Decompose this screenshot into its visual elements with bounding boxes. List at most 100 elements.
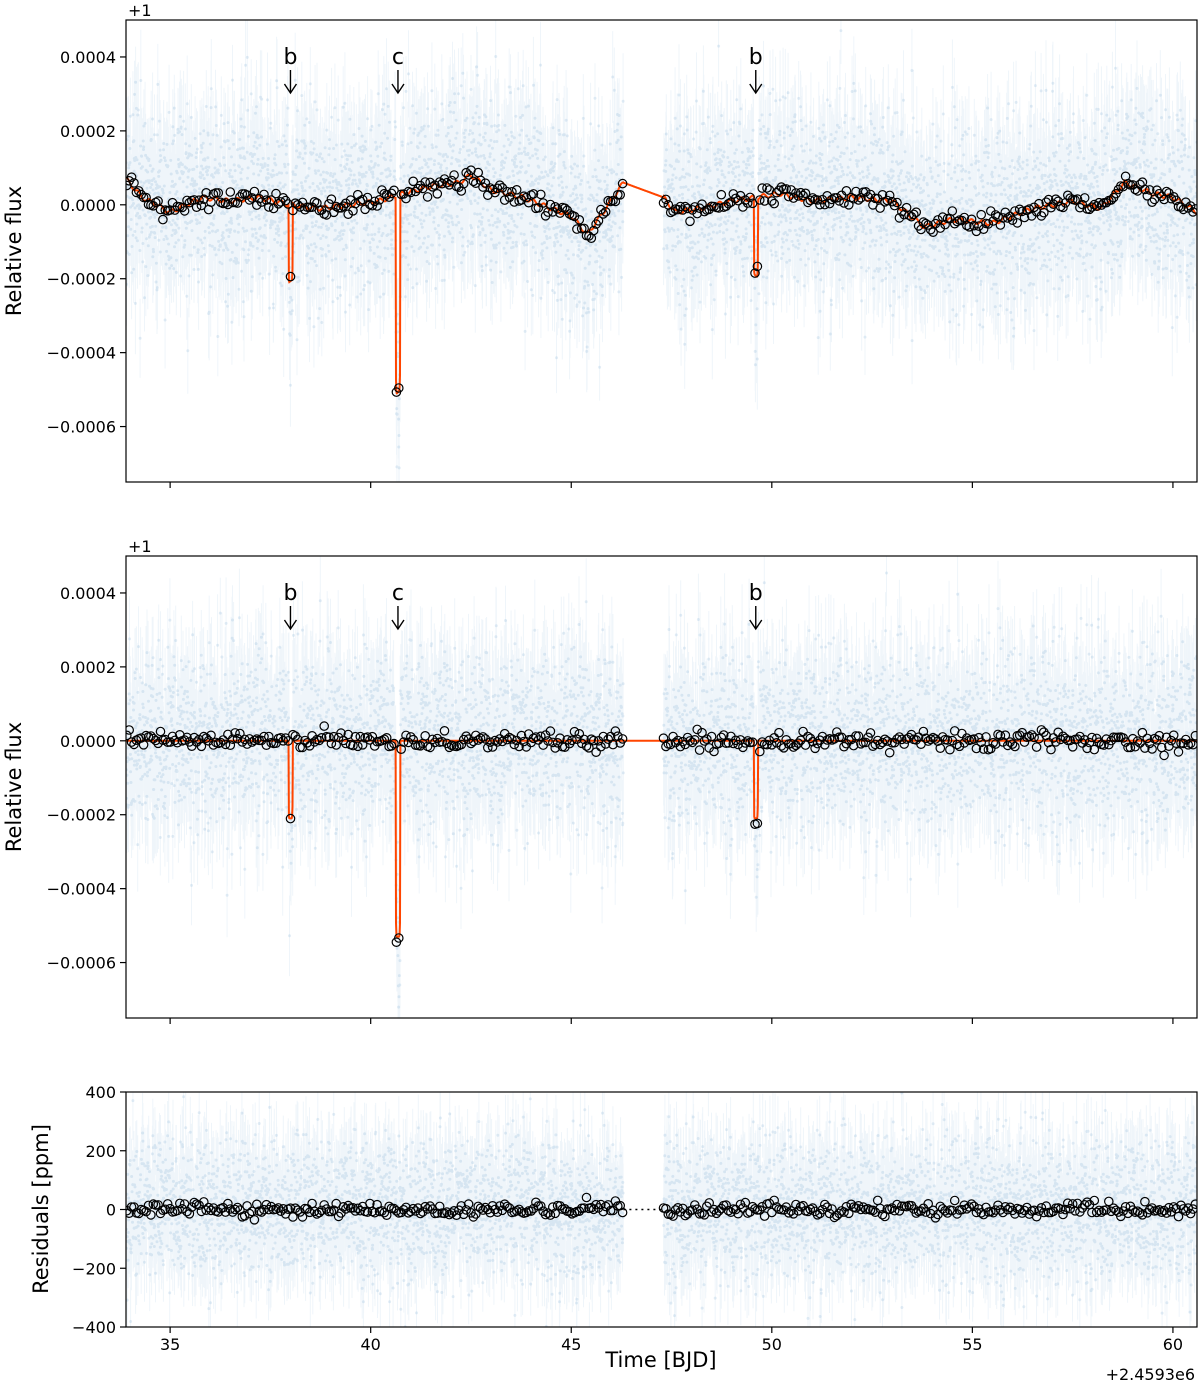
binned-point — [998, 737, 1008, 747]
binned-point — [1140, 1196, 1150, 1207]
binned-point — [1026, 730, 1037, 740]
binned-point — [302, 737, 313, 748]
binned-point — [564, 1206, 575, 1217]
binned-point — [146, 1210, 156, 1220]
binned-point — [232, 733, 243, 744]
binned-point — [263, 731, 274, 742]
binned-point — [1135, 738, 1145, 748]
binned-point — [485, 737, 495, 747]
binned-point — [235, 728, 245, 739]
binned-point — [615, 1200, 625, 1211]
binned-point — [381, 1210, 392, 1220]
binned-point — [853, 195, 864, 205]
binned-point — [733, 1208, 743, 1219]
binned-point — [603, 1200, 613, 1210]
binned-point — [136, 733, 146, 743]
binned-point — [331, 201, 341, 212]
binned-point — [812, 1210, 823, 1220]
binned-point — [461, 731, 471, 741]
binned-point — [175, 1198, 185, 1209]
binned-point — [937, 732, 948, 742]
binned-point — [422, 192, 433, 202]
binned-point — [345, 195, 356, 205]
binned-point — [338, 1202, 349, 1212]
binned-point — [480, 734, 491, 744]
binned-point — [569, 211, 580, 222]
error-bars — [126, 1092, 1197, 1327]
binned-point — [966, 214, 977, 225]
binned-point — [1188, 739, 1197, 750]
binned-point — [1106, 1206, 1116, 1217]
raw-flux-panel: b c b −0.0006 −0.0004 −0.0002 0.0000 0.0002 0.0… — [2, 1, 1198, 488]
binned-point — [507, 187, 517, 197]
binned-point — [745, 192, 755, 203]
binned-point — [1140, 184, 1150, 195]
binned-point — [225, 1204, 236, 1214]
binned-point — [384, 1201, 394, 1212]
binned-point — [1101, 734, 1112, 744]
arrow-head-icon — [283, 83, 298, 95]
binned-point — [1089, 1195, 1100, 1206]
binned-point — [206, 730, 216, 741]
binned-point — [689, 734, 700, 745]
binned-point — [795, 735, 806, 746]
binned-point — [942, 1208, 953, 1218]
binned-point — [1130, 184, 1140, 195]
binned-point — [803, 731, 813, 742]
binned-point — [591, 747, 601, 757]
binned-point — [1007, 215, 1018, 225]
binned-point — [990, 739, 1001, 749]
binned-point — [851, 186, 861, 197]
binned-point — [338, 735, 349, 746]
binned-point — [798, 726, 808, 737]
binned-point — [834, 1208, 844, 1219]
binned-point — [194, 195, 204, 205]
binned-point — [714, 203, 724, 213]
binned-point — [831, 727, 842, 737]
binned-point — [191, 202, 202, 212]
binned-point — [425, 1201, 435, 1211]
binned-point — [923, 736, 933, 746]
binned-point — [196, 1206, 207, 1217]
binned-point — [386, 188, 397, 199]
transit-label: b — [283, 45, 297, 70]
binned-point — [499, 195, 510, 205]
binned-point — [1154, 730, 1165, 741]
binned-point — [769, 198, 779, 209]
binned-point — [408, 176, 418, 187]
binned-point — [723, 1205, 734, 1216]
binned-point — [1137, 1210, 1148, 1220]
binned-point — [945, 744, 955, 755]
binned-point — [928, 732, 938, 743]
binned-point — [235, 192, 245, 202]
binned-point — [742, 198, 753, 208]
binned-point — [983, 219, 994, 229]
binned-point — [896, 734, 907, 745]
binned-point — [860, 737, 871, 748]
binned-point — [819, 1199, 830, 1210]
binned-point — [827, 1204, 837, 1214]
binned-point — [434, 1201, 445, 1212]
binned-point — [716, 189, 727, 200]
binned-point — [957, 215, 967, 226]
binned-point — [470, 178, 481, 188]
binned-point — [478, 732, 488, 742]
binned-point — [981, 732, 991, 742]
binned-point — [480, 1202, 491, 1213]
binned-point — [352, 189, 363, 200]
y-tick-label: 0.0004 — [60, 584, 116, 603]
binned-point — [1024, 731, 1035, 742]
binned-point — [899, 739, 909, 749]
binned-point — [487, 184, 498, 195]
binned-point — [661, 1203, 671, 1214]
binned-point — [533, 203, 544, 213]
binned-point — [490, 1204, 500, 1215]
binned-point — [786, 1206, 796, 1216]
binned-point — [588, 735, 599, 746]
binned-point — [415, 740, 426, 751]
binned-point — [593, 216, 604, 226]
binned-point — [249, 1215, 260, 1225]
binned-point — [942, 735, 953, 745]
binned-point — [1082, 1197, 1092, 1207]
